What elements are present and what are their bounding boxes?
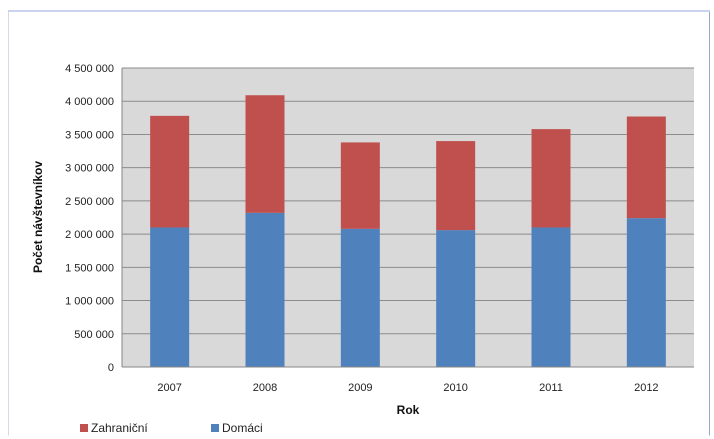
bar-domaci-2010 (436, 230, 476, 367)
plot-area (122, 68, 694, 367)
legend: Zahraniční Domáci (80, 421, 263, 435)
y-tick-label: 0 (108, 362, 114, 374)
bar-zahranicni-2010 (436, 141, 476, 231)
bar-domaci-2012 (626, 218, 666, 367)
legend-label-domaci: Domáci (222, 421, 263, 435)
bar-zahranicni-2008 (245, 95, 285, 213)
legend-swatch-domaci (211, 424, 219, 432)
y-tick-label: 2 500 000 (65, 196, 114, 208)
y-tick-label: 1 000 000 (65, 296, 114, 308)
y-tick-label: 2 000 000 (65, 229, 114, 241)
y-tick-labels: 0 500 000 1 000 000 1 500 000 2 000 000 2 500… (65, 63, 114, 374)
x-tick-label: 2012 (634, 382, 658, 394)
bar-domaci-2007 (150, 227, 190, 367)
x-tick-labels: 2007 2008 2009 2010 2011 2012 (157, 382, 658, 394)
y-tick-label: 4 500 000 (65, 63, 114, 75)
x-tick-label: 2010 (443, 382, 467, 394)
y-axis-title: Počet návštevníkov (31, 161, 45, 273)
y-tick-label: 3 500 000 (65, 129, 114, 141)
legend-swatch-zahranicni (80, 424, 88, 432)
frame-top-border (8, 10, 710, 12)
x-tick-label: 2008 (253, 382, 277, 394)
x-tick-label: 2009 (348, 382, 372, 394)
bar-zahranicni-2009 (340, 142, 380, 229)
bar-domaci-2008 (245, 212, 285, 367)
y-tick-label: 4 000 000 (65, 96, 114, 108)
x-tick-label: 2011 (539, 382, 563, 394)
bar-zahranicni-2012 (626, 116, 666, 219)
bars (150, 95, 666, 367)
legend-label-zahranicni: Zahraniční (91, 421, 148, 435)
y-tick-label: 3 000 000 (65, 163, 114, 175)
bar-zahranicni-2011 (531, 129, 571, 228)
x-axis-title: Rok (397, 403, 420, 417)
bar-domaci-2009 (340, 228, 380, 367)
y-tick-label: 500 000 (74, 329, 114, 341)
grid-lines (122, 67, 694, 335)
x-tick-label: 2007 (157, 382, 181, 394)
bar-domaci-2011 (531, 227, 571, 367)
bar-zahranicni-2007 (150, 115, 190, 228)
y-tick-label: 1 500 000 (65, 262, 114, 274)
